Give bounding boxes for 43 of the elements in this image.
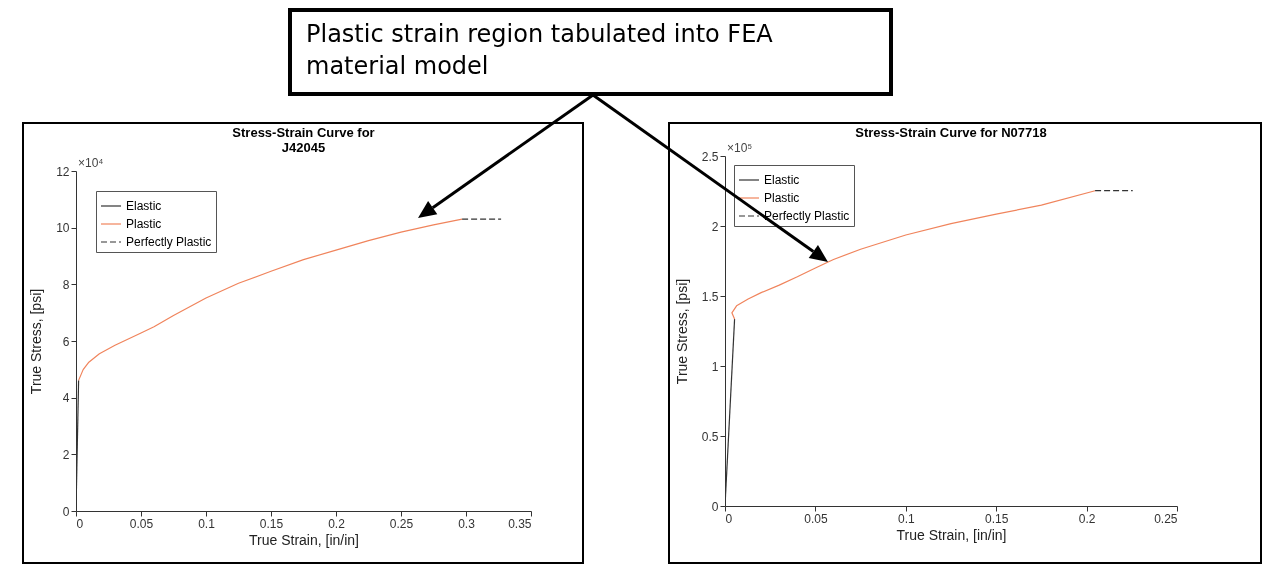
x-tick-label: 0.1 (198, 516, 216, 531)
legend-label: Elastic (764, 173, 800, 187)
y-tick-label: 1.5 (701, 289, 719, 304)
y-axis-title: True Stress, [psi] (28, 288, 45, 395)
chart-title: Stress-Strain Curve for J42045 (232, 125, 375, 155)
y-tick-label: 2 (62, 447, 70, 462)
legend-label: Perfectly Plastic (764, 209, 850, 223)
y-tick-label: 4 (62, 391, 70, 406)
x-tick-label: 0.25 (389, 516, 414, 531)
x-tick-label: 0 (725, 511, 733, 526)
x-axis-title: True Strain, [in/in] (249, 531, 359, 548)
x-tick-label: 0.25 (1154, 511, 1178, 526)
x-tick-label: 0.2 (1078, 511, 1096, 526)
x-tick-label: 0.15 (259, 516, 284, 531)
x-tick-label: 0.05 (129, 516, 154, 531)
y-tick-label: 2 (711, 219, 719, 234)
y-tick-label: 10 (56, 221, 70, 236)
x-tick-label: 0 (76, 516, 84, 531)
y-tick-label: 6 (62, 334, 70, 349)
y-tick-label: 8 (62, 277, 70, 292)
y-tick-label: 0 (711, 499, 719, 514)
x-tick-label: 0.3 (458, 516, 476, 531)
chart-title: Stress-Strain Curve for N07718 (855, 125, 1047, 140)
x-tick-label: 0.1 (897, 511, 915, 526)
y-tick-label: 1 (711, 359, 719, 374)
text: ×10⁵ (727, 141, 753, 155)
y-tick-label: 0.5 (701, 429, 719, 444)
line-series (731, 190, 1096, 320)
legend-label: Elastic (126, 199, 162, 213)
y-tick-label: 2.5 (701, 149, 719, 164)
x-axis-title: True Strain, [in/in] (896, 526, 1007, 543)
text: Plastic strain region tabulated into FEA material model (306, 19, 774, 82)
legend-label: Plastic (764, 191, 800, 205)
y-axis-title: True Stress, [psi] (673, 278, 690, 385)
legend-label: Perfectly Plastic (126, 235, 212, 249)
legend-label: Plastic (126, 217, 162, 231)
line-series (78, 218, 463, 381)
text: ×10⁴ (78, 156, 104, 170)
y-tick-label: 12 (56, 164, 70, 179)
x-tick-label: 0.05 (804, 511, 828, 526)
x-tick-label: 0.35 (508, 516, 532, 531)
x-tick-label: 0.15 (985, 511, 1009, 526)
x-tick-label: 0.2 (328, 516, 346, 531)
